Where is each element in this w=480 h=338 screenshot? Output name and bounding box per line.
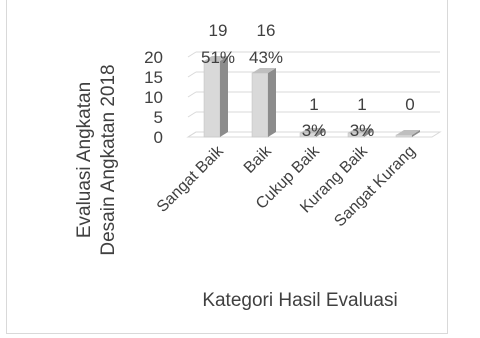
bar-side	[316, 128, 324, 137]
y-tick-label: 5	[154, 108, 163, 127]
data-labels: 19 51% 16 43% 1 3% 1 3% 0	[201, 21, 415, 140]
bar-top	[396, 130, 420, 135]
y-tick-label: 10	[144, 88, 163, 107]
gridline-depth	[187, 111, 197, 118]
y-tick-label: 20	[144, 48, 163, 67]
gridline-depth	[187, 71, 197, 78]
data-label-percent: 3%	[350, 121, 375, 140]
data-label-percent: 43%	[249, 48, 283, 67]
bars	[203, 56, 420, 138]
data-label-percent: 3%	[302, 121, 327, 140]
bar-top	[204, 56, 228, 61]
gridline-depth	[187, 91, 197, 98]
x-axis-title: Kategori Hasil Evaluasi	[202, 290, 397, 311]
bar-top	[252, 68, 276, 73]
bar	[251, 72, 269, 138]
bar-top	[348, 128, 372, 133]
gridlines	[186, 51, 442, 138]
data-label-value: 1	[357, 95, 366, 114]
data-label-value: 1	[309, 95, 318, 114]
bar-side	[412, 130, 420, 137]
data-label-value: 19	[209, 21, 228, 40]
data-label-value: 16	[257, 21, 276, 40]
x-tick-label: Sangat Baik	[154, 142, 228, 216]
y-tick-label: 15	[144, 68, 163, 87]
y-axis-title-line1: Evaluasi Angkatan	[74, 82, 95, 238]
gridline-depth	[187, 51, 197, 58]
y-axis-title-line2: Desain Angkatan 2018	[98, 64, 119, 255]
data-label-percent: 51%	[201, 48, 235, 67]
bar-side	[220, 56, 228, 137]
chart-frame	[6, 0, 448, 334]
data-label-value: 0	[405, 95, 414, 114]
bar	[395, 134, 413, 138]
y-tick-label: 0	[154, 128, 163, 147]
bar-side	[364, 128, 372, 137]
x-tick-label: Baik	[241, 142, 276, 177]
bar	[203, 60, 221, 138]
bar-top	[300, 128, 324, 133]
bar-side	[268, 68, 276, 137]
